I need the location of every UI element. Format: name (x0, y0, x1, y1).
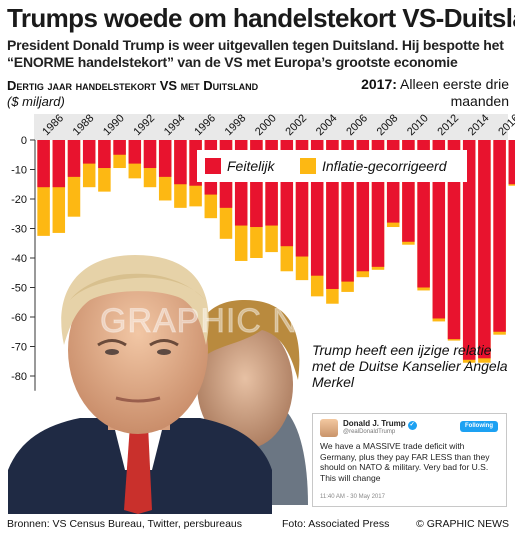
verified-badge-icon: ✓ (407, 421, 417, 430)
y-axis: 0 -10 -20 -30 -40 -50 -60 -70 -80 (11, 135, 36, 391)
standfirst: President Donald Trump is weer uitgevall… (7, 37, 504, 70)
y-tick-label: -40 (11, 253, 27, 265)
tweet-handle: @realDonaldTrump (343, 429, 396, 435)
footer: Bronnen: VS Census Bureau, Twitter, pers… (0, 514, 515, 538)
y-tick-label: 0 (21, 135, 27, 147)
follow-button[interactable]: Following (460, 421, 498, 432)
bar-actual-1987 (52, 140, 66, 188)
bar-actual-1986 (37, 140, 50, 188)
bar-actual-1995 (174, 140, 187, 185)
chart-title: Dertig jaar handelstekort VS met Duitsla… (7, 78, 267, 110)
legend-item-actual: Feitelijk (205, 158, 274, 174)
y-tick-label: -20 (11, 194, 27, 206)
y-tick-label: -50 (11, 283, 27, 295)
footer-sources: Bronnen: VS Census Bureau, Twitter, pers… (7, 518, 243, 530)
bar-actual-2016 (493, 140, 506, 332)
photo-callout: Trump heeft een ijzige relatie met de Du… (312, 342, 508, 390)
legend-label-inflation: Inflatie-gecorrigeerd (322, 158, 447, 174)
y-tick-label: -70 (11, 342, 27, 354)
bar-actual-1988 (67, 140, 81, 177)
y-tick-label: -10 (11, 165, 27, 177)
tweet-author: Donald J. Trump ✓ (343, 419, 417, 430)
tweet-timestamp: 11:40 AM - 30 May 2017 (320, 494, 385, 500)
bar-actual-1989 (82, 140, 96, 164)
tweet-card: Donald J. Trump ✓ @realDonaldTrump Follow… (312, 413, 507, 507)
legend-swatch-inflation (300, 158, 316, 174)
bar-actual-2015 (478, 140, 491, 359)
bar-actual-1993 (143, 140, 157, 169)
bar-actual-2017 (508, 140, 515, 185)
bar-actual-1994 (158, 140, 172, 177)
photo-trump-merkel (8, 255, 308, 514)
note-2017-text: Alleen eerste drie maanden (400, 76, 509, 109)
y-tick-label: -30 (11, 224, 27, 236)
legend-item-inflation: Inflatie-gecorrigeerd (300, 158, 447, 174)
chart-unit: ($ miljard) (7, 94, 65, 109)
bar-actual-2012 (432, 140, 446, 319)
bar-actual-2013 (447, 140, 461, 340)
bar-actual-1992 (128, 140, 142, 164)
footer-photo-credit: Foto: Associated Press (282, 518, 390, 530)
y-tick-label: -80 (11, 371, 27, 383)
watermark-text: GRAPHIC NEWS (100, 302, 378, 340)
bar-actual-1990 (98, 140, 111, 169)
chart-title-text: Dertig jaar handelstekort VS met Duitsla… (7, 78, 259, 93)
footer-brand: © GRAPHIC NEWS (416, 518, 509, 530)
note-2017-year: 2017: (361, 76, 397, 92)
y-tick-label: -60 (11, 312, 27, 324)
note-2017: 2017: Alleen eerste drie maanden (309, 76, 509, 110)
avatar (320, 419, 338, 437)
legend-label-actual: Feitelijk (227, 158, 275, 174)
legend-swatch-actual (205, 158, 221, 174)
bar-actual-2014 (462, 140, 476, 360)
tweet-text: We have a MASSIVE trade deficit with Ger… (320, 441, 490, 483)
legend: Feitelijk Inflatie-gecorrigeerd (197, 150, 467, 182)
tweet-author-name: Donald J. Trump (343, 419, 406, 428)
bar-actual-1991 (113, 140, 126, 155)
chart-header-strip (34, 114, 508, 140)
headline: Trumps woede om handelstekort VS-Duitsla… (7, 3, 515, 33)
